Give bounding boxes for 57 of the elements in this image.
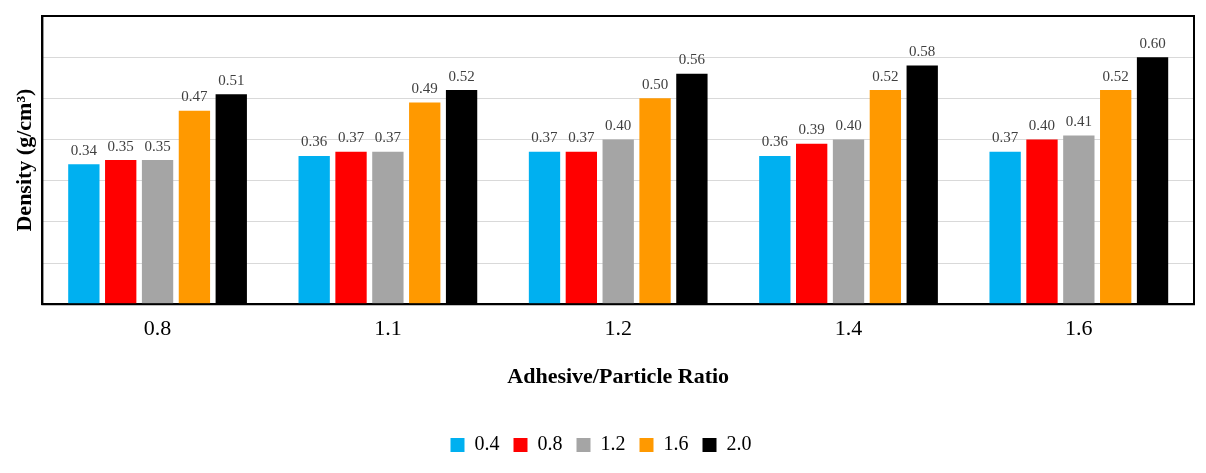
bar	[298, 155, 330, 304]
data-label: 0.56	[678, 51, 706, 68]
bar	[335, 151, 367, 304]
bar	[409, 102, 441, 304]
x-tick-label: 0.8	[143, 315, 172, 341]
legend-label: 0.8	[537, 432, 563, 455]
data-label: 0.36	[301, 133, 328, 150]
bar	[68, 164, 100, 304]
x-axis-title: Adhesive/Particle Ratio	[507, 363, 730, 389]
data-label: 0.52	[872, 67, 899, 84]
data-label: 0.37	[337, 129, 365, 146]
data-label: 0.35	[107, 137, 134, 154]
data-label: 0.36	[761, 133, 789, 150]
data-label: 0.52	[1102, 67, 1129, 84]
legend-label: 1.6	[663, 432, 689, 455]
x-tick-label: 1.2	[604, 315, 632, 341]
legend-label: 1.2	[600, 432, 626, 455]
bar	[178, 110, 211, 304]
bar	[105, 160, 137, 304]
bar	[528, 151, 561, 304]
bar	[869, 90, 902, 304]
data-label: 0.37	[568, 129, 595, 146]
bar	[1063, 135, 1095, 304]
data-label: 0.47	[181, 88, 209, 105]
x-tick-label: 1.6	[1065, 315, 1093, 341]
bar	[1100, 90, 1132, 304]
data-label: 0.34	[70, 141, 98, 158]
bar	[796, 143, 828, 304]
bar	[832, 139, 865, 304]
data-label: 0.39	[798, 121, 825, 138]
data-label: 0.40	[605, 116, 632, 133]
data-label: 0.37	[374, 129, 402, 146]
data-label: 0.60	[1139, 34, 1166, 51]
bar	[141, 160, 174, 304]
x-tick-label: 1.4	[834, 315, 863, 341]
data-label: 0.52	[448, 67, 475, 84]
data-label: 0.35	[144, 137, 171, 154]
bar	[602, 139, 634, 304]
y-axis-title: Density (g/cm³)	[10, 88, 36, 232]
bar	[1026, 139, 1058, 304]
bar	[989, 151, 1021, 304]
data-label: 0.37	[531, 129, 559, 146]
data-label: 0.51	[218, 71, 245, 88]
bar	[565, 151, 598, 304]
bar	[639, 98, 671, 304]
legend-label: 0.4	[474, 432, 500, 455]
data-label: 0.40	[835, 116, 862, 133]
data-label: 0.40	[1028, 116, 1056, 133]
data-label: 0.58	[909, 42, 936, 59]
bar	[759, 155, 791, 304]
data-label: 0.37	[992, 129, 1019, 146]
bar	[372, 151, 404, 304]
data-label: 0.49	[411, 79, 438, 96]
legend-label: 2.0	[726, 432, 752, 455]
x-tick-label: 1.1	[374, 315, 402, 341]
data-label: 0.50	[641, 75, 669, 92]
data-label: 0.41	[1065, 112, 1092, 129]
